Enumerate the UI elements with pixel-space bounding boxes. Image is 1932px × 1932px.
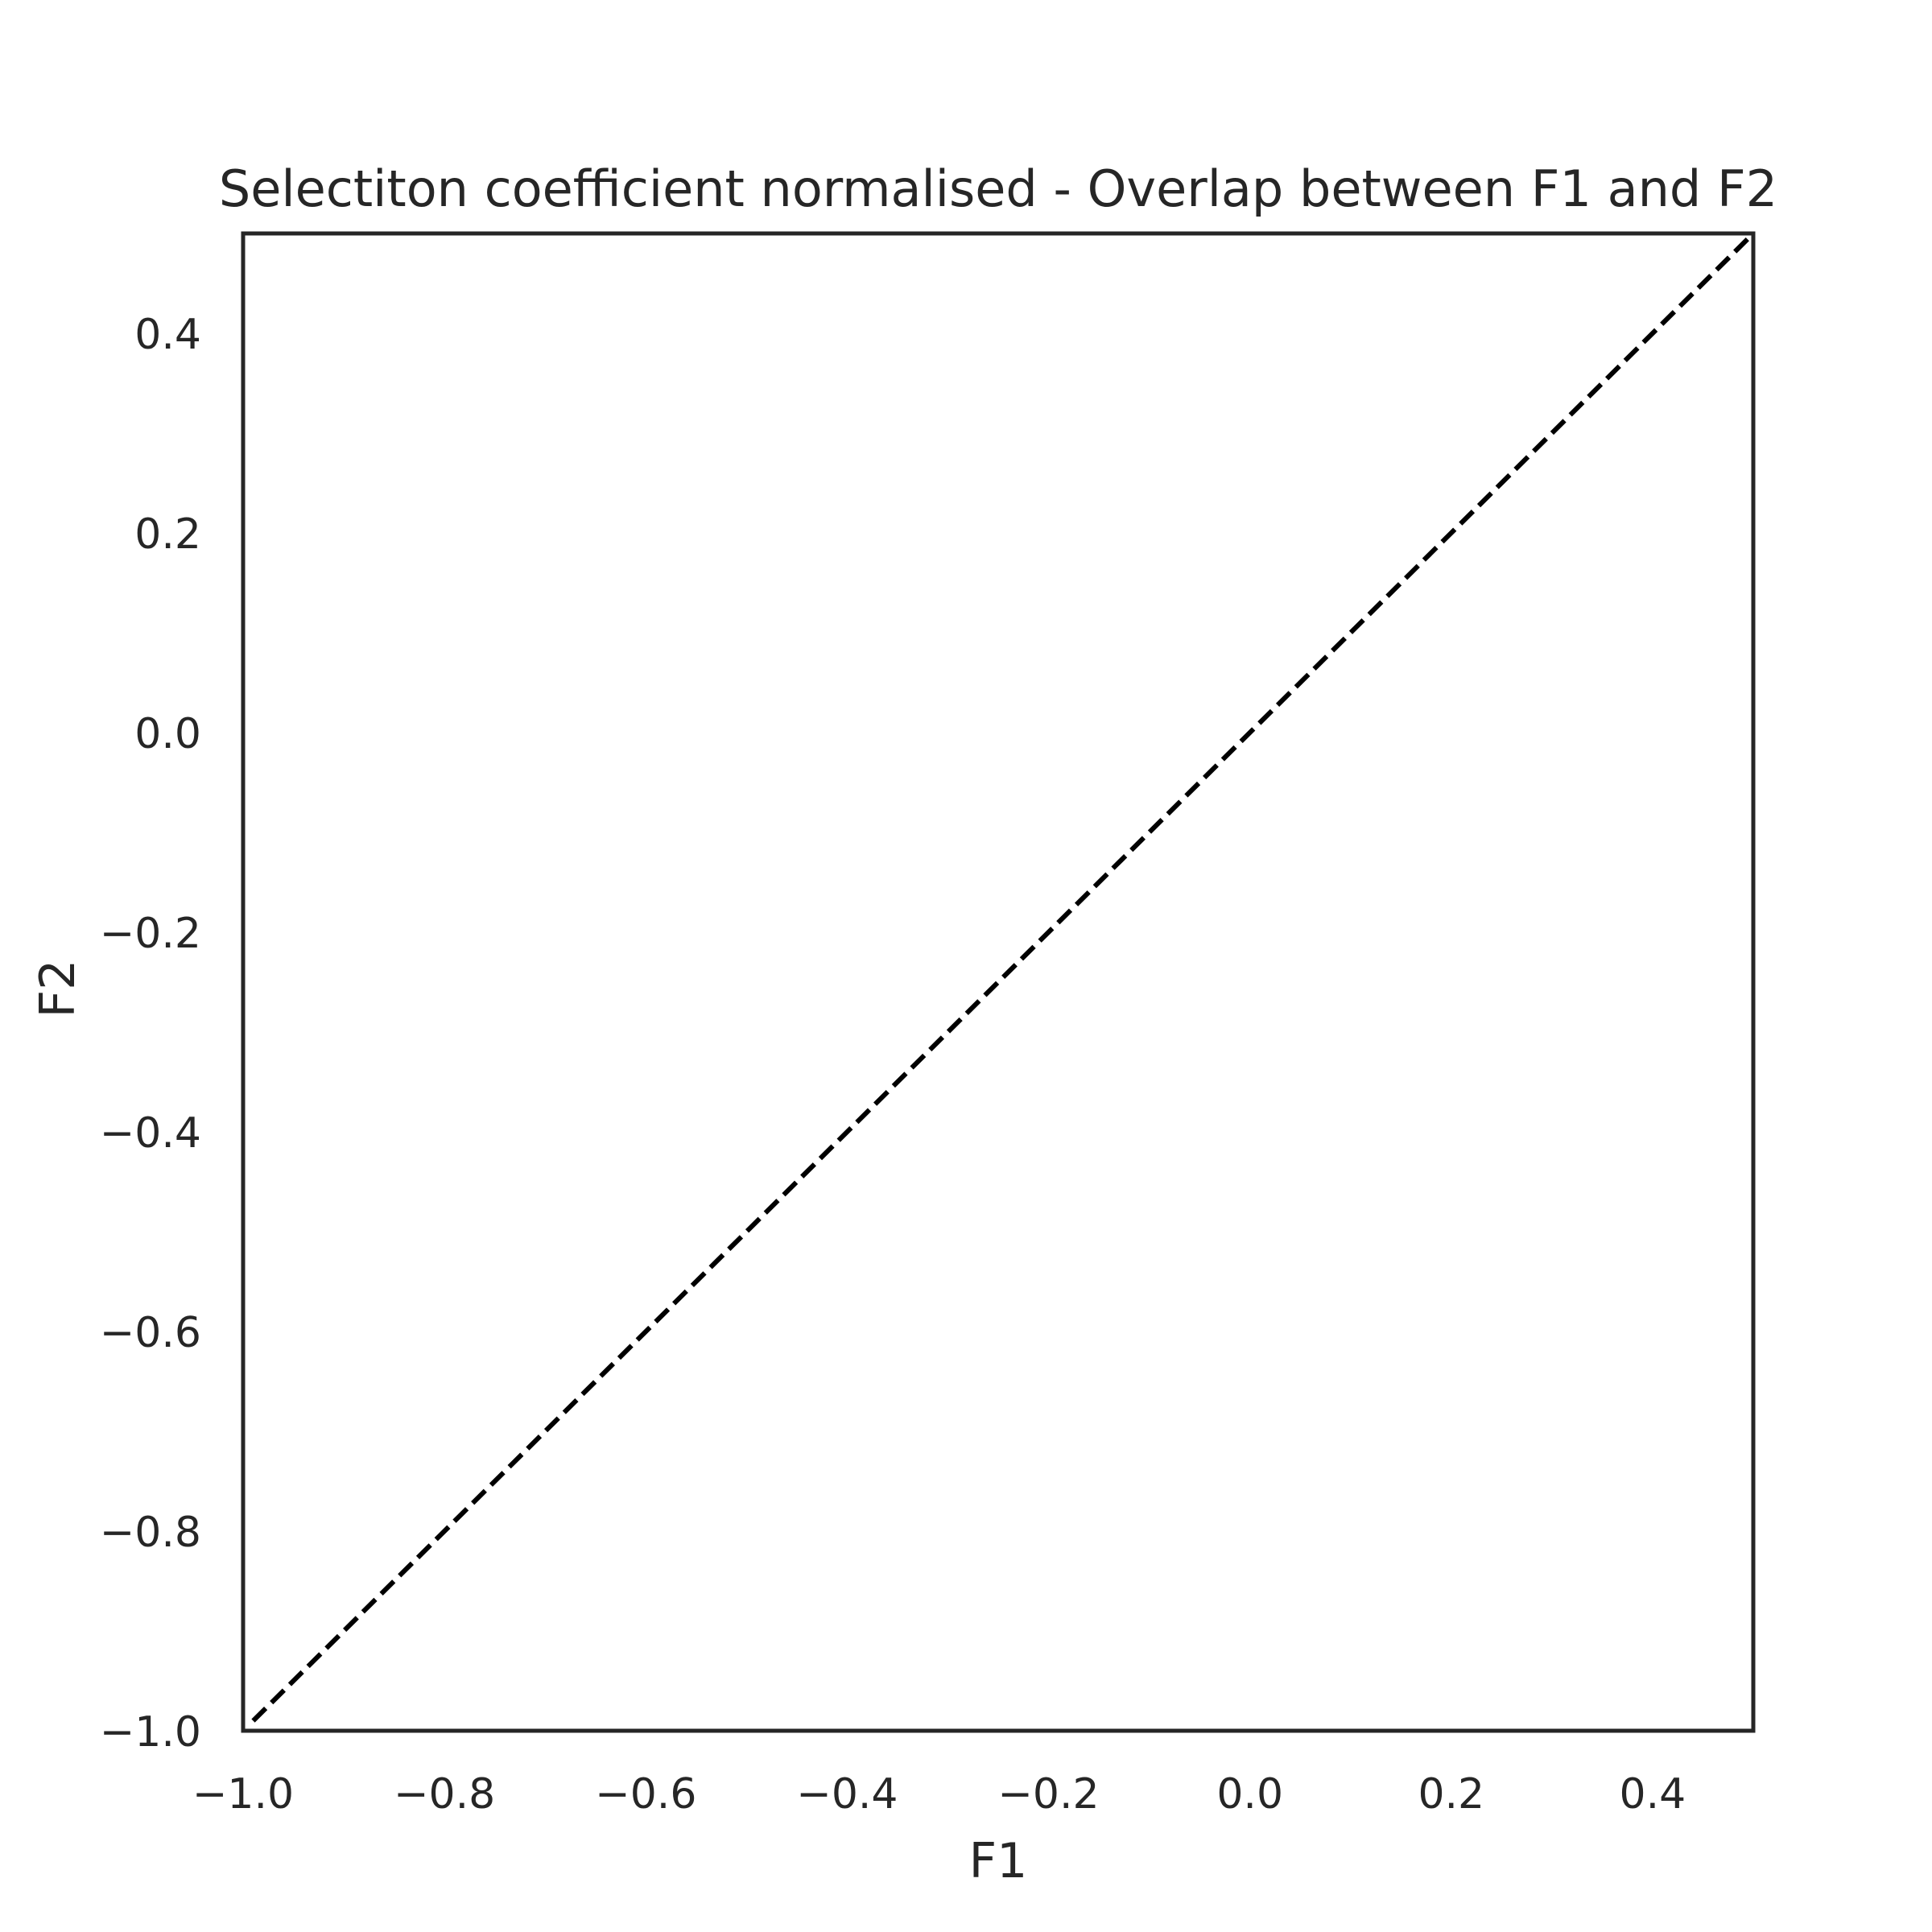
y-tick-label: −0.2 (100, 910, 201, 958)
y-tick-label: −0.8 (100, 1509, 201, 1557)
y-axis-label: F2 (30, 960, 86, 1018)
y-tick-label: 0.0 (134, 710, 201, 758)
x-tick-label: −0.8 (394, 1770, 495, 1818)
x-tick-label: 0.0 (1216, 1770, 1283, 1818)
x-tick-label: 0.2 (1418, 1770, 1484, 1818)
chart-title: Selectiton coefficient normalised - Over… (219, 159, 1777, 218)
y-tick-label: −0.6 (100, 1309, 201, 1357)
y-tick-label: 0.4 (134, 311, 201, 359)
x-tick-label: −0.4 (796, 1770, 898, 1818)
plot-frame (241, 231, 1756, 1733)
y-tick-label: 0.2 (134, 510, 201, 559)
x-tick-label: −1.0 (192, 1770, 294, 1818)
series-line-0 (251, 231, 1756, 1723)
y-tick-label: −1.0 (100, 1708, 201, 1757)
x-tick-label: −0.2 (997, 1770, 1099, 1818)
x-axis-label: F1 (969, 1833, 1028, 1889)
x-tick-label: −0.6 (595, 1770, 696, 1818)
y-tick-label: −0.4 (100, 1109, 201, 1158)
x-tick-label: 0.4 (1620, 1770, 1686, 1818)
y-tick-labels: −1.0 −0.8 −0.6 −0.4 −0.2 0.0 0.2 0.4 (100, 311, 201, 1757)
x-tick-labels: −1.0 −0.8 −0.6 −0.4 −0.2 0.0 0.2 0.4 (192, 1770, 1686, 1818)
series-layer (251, 231, 1756, 1723)
